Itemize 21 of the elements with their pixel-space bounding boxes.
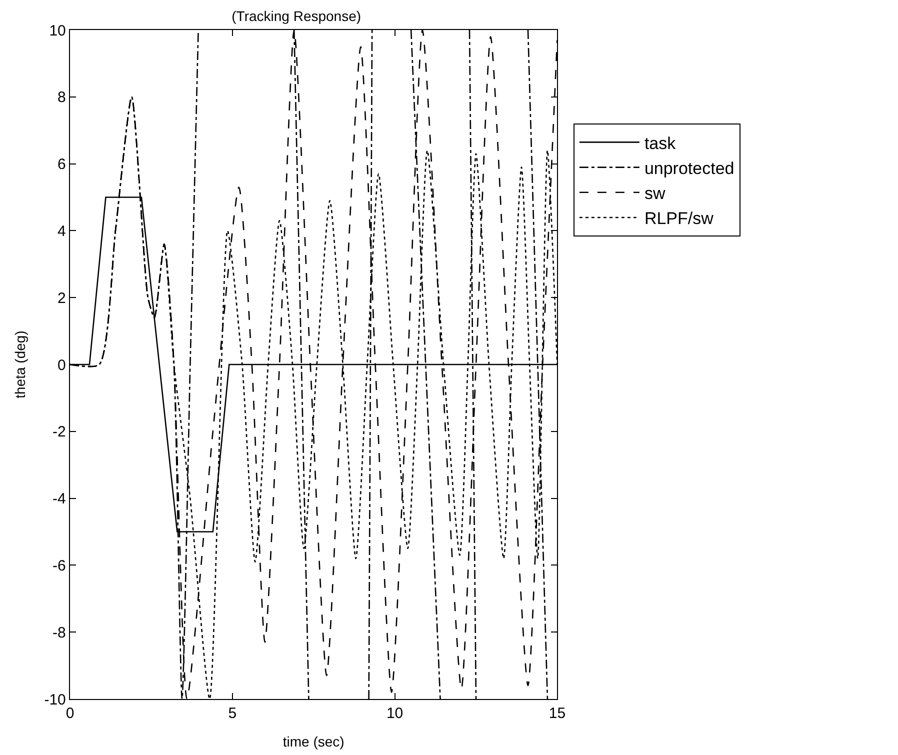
y-tick-label: 4 [58,222,66,240]
x-tick-label: 5 [228,705,237,722]
legend-label: RLPF/sw [644,209,714,228]
y-tick-label: 2 [58,290,66,307]
legend-label: task [644,134,676,153]
chart-title: (Tracking Response) [232,8,362,24]
y-tick-label: -2 [52,424,66,441]
legend-label: sw [644,184,666,204]
y-tick-label: 0 [58,356,66,374]
y-tick-label: 8 [58,89,66,106]
y-tick-label: 6 [58,156,66,174]
legend-label: unprotected [644,158,734,178]
x-tick-label: 10 [386,705,404,722]
y-tick-label: -4 [52,490,66,508]
x-tick-label: 15 [548,705,566,722]
y-tick-label: -8 [52,624,66,642]
x-axis-title: time (sec) [282,733,344,750]
y-tick-label: 10 [49,22,66,40]
y-axis-title: theta (deg) [12,330,28,398]
y-tick-label: -6 [52,557,66,574]
y-tick-label: -10 [44,691,66,708]
